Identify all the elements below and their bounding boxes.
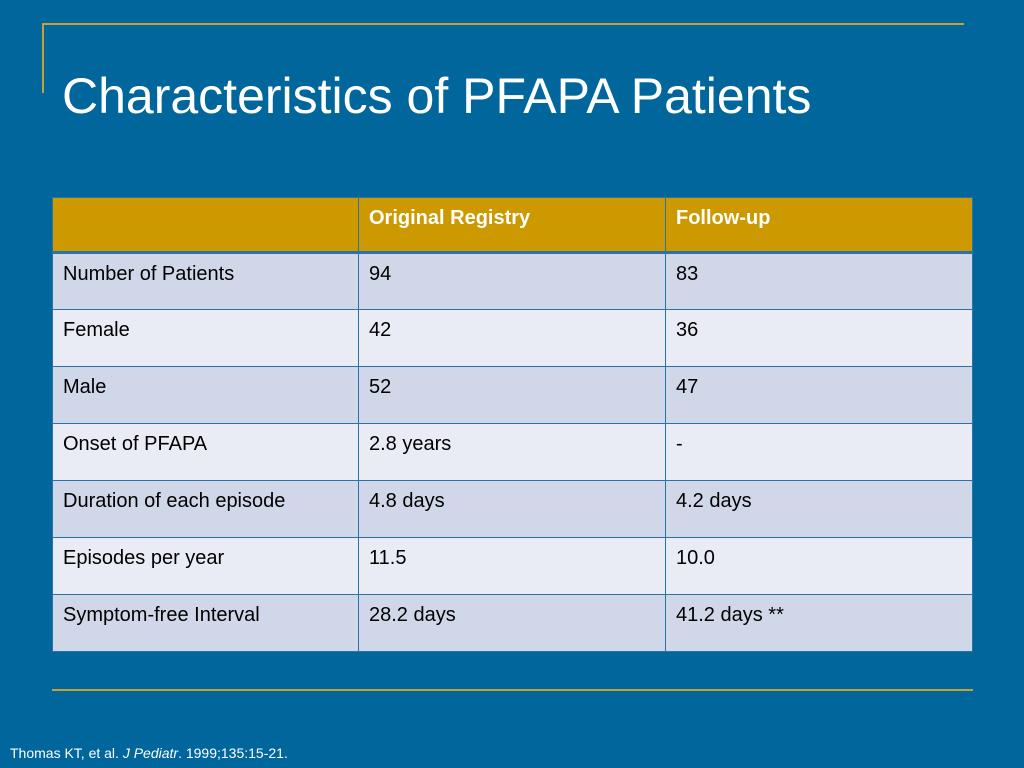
table-row: Symptom-free Interval 28.2 days 41.2 day… [52,594,973,652]
table-row: Duration of each episode 4.8 days 4.2 da… [52,480,973,538]
citation-details: 1999;135:15-21. [185,745,288,761]
row-label: Female [52,309,359,367]
frame-top-rule [42,23,964,25]
follow-up-value: 36 [665,309,973,367]
original-registry-value: 28.2 days [358,594,666,652]
table-header-row: Original Registry Follow-up [52,197,973,254]
follow-up-value: 83 [665,252,973,310]
table-row: Female 42 36 [52,309,973,367]
original-registry-value: 11.5 [358,537,666,595]
header-original-registry: Original Registry [358,197,666,254]
table-row: Number of Patients 94 83 [52,252,973,310]
frame-left-rule [42,23,44,93]
row-label: Episodes per year [52,537,359,595]
follow-up-value: 4.2 days [665,480,973,538]
header-follow-up: Follow-up [665,197,973,254]
citation-journal: J Pediatr [122,745,179,761]
row-label: Number of Patients [52,252,359,310]
follow-up-value: - [665,423,973,481]
table-row: Onset of PFAPA 2.8 years - [52,423,973,481]
characteristics-table: Original Registry Follow-up Number of Pa… [52,197,973,652]
citation-authors: Thomas KT, et al. [10,745,119,761]
row-label: Male [52,366,359,424]
row-label: Duration of each episode [52,480,359,538]
table-row: Episodes per year 11.5 10.0 [52,537,973,595]
original-registry-value: 94 [358,252,666,310]
row-label: Symptom-free Interval [52,594,359,652]
table-row: Male 52 47 [52,366,973,424]
follow-up-value: 10.0 [665,537,973,595]
bottom-rule [52,689,973,691]
citation: Thomas KT, et al. J Pediatr. 1999;135:15… [10,745,288,761]
original-registry-value: 2.8 years [358,423,666,481]
slide-title: Characteristics of PFAPA Patients [62,68,812,124]
original-registry-value: 52 [358,366,666,424]
original-registry-value: 4.8 days [358,480,666,538]
header-empty-cell [52,197,359,254]
follow-up-value: 47 [665,366,973,424]
follow-up-value: 41.2 days ** [665,594,973,652]
row-label: Onset of PFAPA [52,423,359,481]
original-registry-value: 42 [358,309,666,367]
